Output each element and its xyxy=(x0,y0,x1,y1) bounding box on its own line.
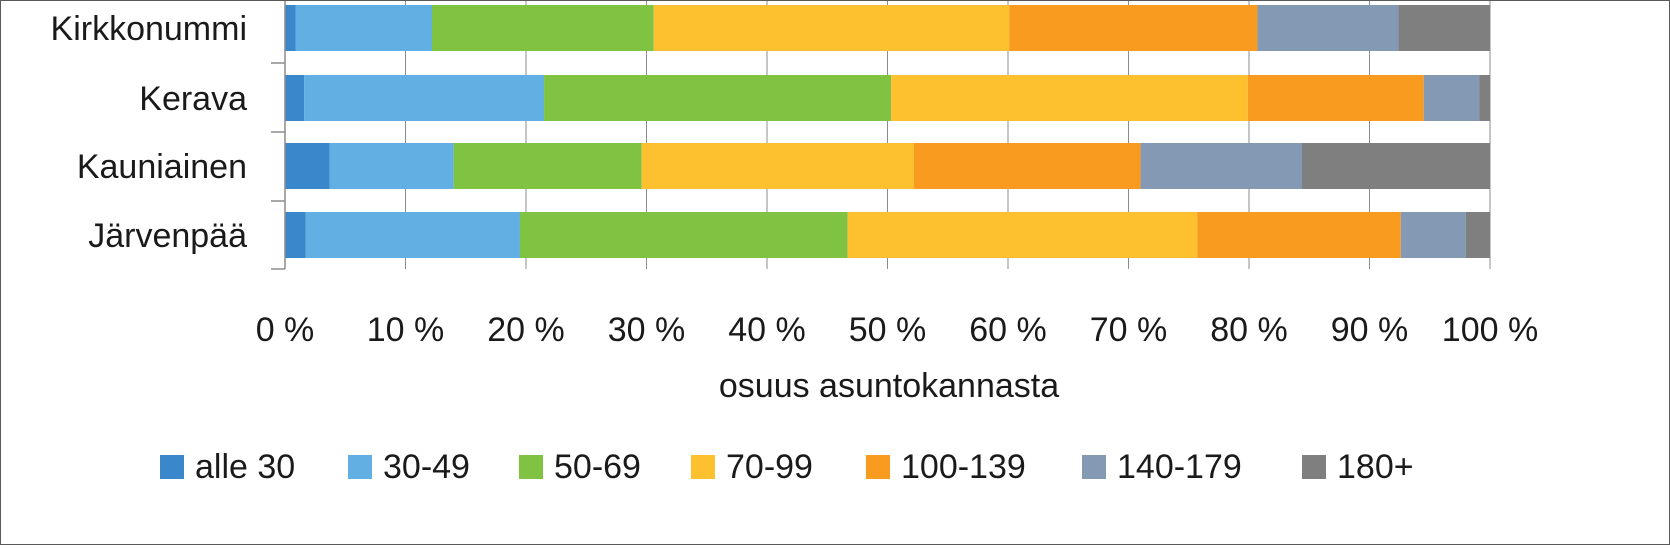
x-tick-label: 0 % xyxy=(256,311,315,349)
x-tick-label: 10 % xyxy=(367,311,445,349)
legend-swatch-30-49 xyxy=(348,455,372,479)
bar-180-kauniainen xyxy=(1302,143,1490,189)
bar-100-139-kirkkonummi xyxy=(1009,5,1258,51)
x-tick-label: 70 % xyxy=(1090,311,1168,349)
bar-50-69-kauniainen xyxy=(453,143,642,189)
bar-30-49-j-rvenp xyxy=(305,212,520,258)
y-category-label: Kauniainen xyxy=(77,148,247,186)
legend-swatch-140-179 xyxy=(1082,455,1106,479)
bar-70-99-kirkkonummi xyxy=(653,5,1010,51)
legend: alle 30 30-49 50-69 70-99 100-139 140-179 180+ xyxy=(160,448,1414,486)
bar-alle-30-j-rvenp xyxy=(285,212,306,258)
bar-140-179-kauniainen xyxy=(1140,143,1303,189)
bar-alle-30-kirkkonummi xyxy=(285,5,296,51)
bar-30-49-kirkkonummi xyxy=(295,5,433,51)
bars xyxy=(285,5,1490,258)
legend-swatch-100-139 xyxy=(866,455,890,479)
bar-alle-30-kauniainen xyxy=(285,143,330,189)
legend-label-180: 180+ xyxy=(1337,448,1414,486)
x-axis-title: osuus asuntokannasta xyxy=(719,367,1059,405)
legend-label-alle-30: alle 30 xyxy=(195,448,295,486)
x-tick-label: 100 % xyxy=(1442,311,1538,349)
axes xyxy=(271,0,286,270)
y-category-label: Kirkkonummi xyxy=(51,10,247,48)
x-tick-label: 80 % xyxy=(1210,311,1288,349)
bar-30-49-kauniainen xyxy=(329,143,454,189)
x-tick-label: 50 % xyxy=(849,311,927,349)
bar-100-139-kauniainen xyxy=(914,143,1141,189)
y-category-label: Järvenpää xyxy=(88,217,247,255)
bar-30-49-kerava xyxy=(304,75,545,121)
x-tick-label: 40 % xyxy=(728,311,806,349)
legend-label-50-69: 50-69 xyxy=(554,448,641,486)
labels: 0 % 10 % 20 % 30 % 40 % 50 % 60 % 70 % 80 % 90 % 1… xyxy=(51,10,1539,349)
bar-180-j-rvenp xyxy=(1465,212,1490,258)
legend-swatch-70-99 xyxy=(691,455,715,479)
legend-swatch-alle-30 xyxy=(160,455,184,479)
bar-140-179-j-rvenp xyxy=(1400,212,1466,258)
bar-140-179-kirkkonummi xyxy=(1257,5,1399,51)
bar-70-99-kauniainen xyxy=(641,143,915,189)
x-tick-label: 20 % xyxy=(487,311,565,349)
legend-label-70-99: 70-99 xyxy=(726,448,813,486)
bar-180-kerava xyxy=(1479,75,1490,121)
legend-swatch-50-69 xyxy=(519,455,543,479)
legend-label-100-139: 100-139 xyxy=(901,448,1026,486)
x-tick-label: 90 % xyxy=(1331,311,1409,349)
bar-140-179-kerava xyxy=(1423,75,1480,121)
bar-50-69-kerava xyxy=(544,75,892,121)
bar-50-69-kirkkonummi xyxy=(432,5,654,51)
y-category-label: Kerava xyxy=(139,80,247,118)
bar-180-kirkkonummi xyxy=(1398,5,1490,51)
legend-label-30-49: 30-49 xyxy=(383,448,470,486)
legend-label-140-179: 140-179 xyxy=(1117,448,1242,486)
bar-50-69-j-rvenp xyxy=(519,212,848,258)
bar-100-139-j-rvenp xyxy=(1197,212,1401,258)
x-tick-label: 60 % xyxy=(969,311,1047,349)
bar-70-99-j-rvenp xyxy=(847,212,1198,258)
x-tick-label: 30 % xyxy=(608,311,686,349)
bar-100-139-kerava xyxy=(1247,75,1424,121)
bar-alle-30-kerava xyxy=(285,75,305,121)
bar-70-99-kerava xyxy=(891,75,1248,121)
legend-swatch-180 xyxy=(1302,455,1326,479)
